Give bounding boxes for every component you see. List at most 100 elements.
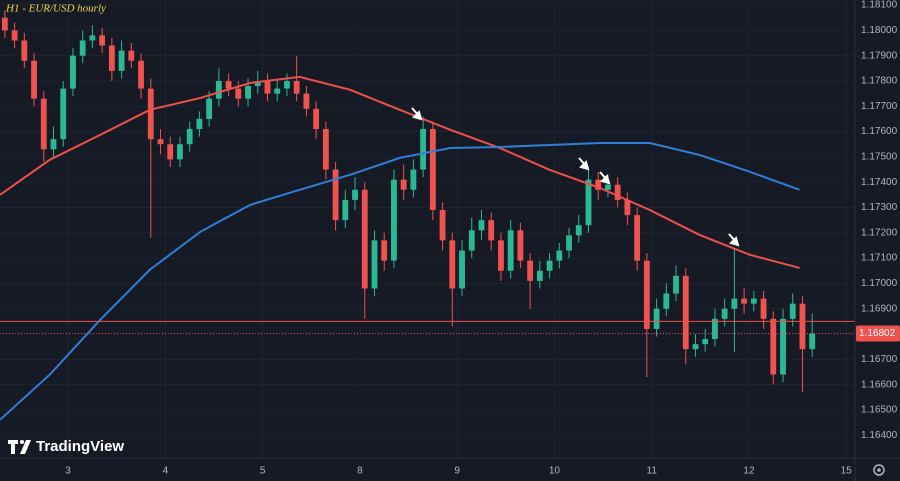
candle-body — [459, 250, 465, 289]
candle-body — [70, 55, 76, 89]
candle-body — [712, 318, 718, 340]
y-tick-label: 1.18000 — [861, 25, 898, 36]
candle-body — [663, 293, 670, 309]
candle-body — [108, 45, 115, 71]
candle-body — [488, 220, 495, 241]
candle-body — [575, 225, 582, 236]
candle-body — [789, 303, 796, 319]
candle-body — [721, 308, 728, 319]
arrows — [411, 107, 740, 247]
candle-body — [157, 139, 164, 145]
candle-body — [478, 220, 485, 231]
candle-body — [770, 318, 777, 375]
candle-body — [780, 318, 786, 375]
candle-body — [186, 129, 193, 145]
x-tick-label: 15 — [841, 466, 853, 477]
x-tick-label: 5 — [260, 466, 266, 477]
candle-body — [225, 80, 232, 89]
moving-average — [0, 141, 800, 421]
candle-body — [215, 80, 222, 99]
candle-body — [293, 80, 300, 94]
candle-body — [60, 88, 67, 140]
candle-body — [381, 240, 388, 261]
settings-icon[interactable] — [873, 464, 885, 476]
candle-body — [177, 144, 183, 160]
candle-body — [468, 230, 475, 251]
arrow-head — [579, 160, 590, 171]
y-tick-label: 1.18100 — [861, 0, 898, 11]
candle-body — [361, 189, 368, 289]
candle-body — [89, 35, 96, 41]
candle-body — [449, 240, 456, 289]
y-tick-label: 1.17900 — [861, 50, 898, 61]
candle-body — [750, 298, 757, 304]
candle-body — [391, 179, 397, 261]
y-tick-label: 1.16500 — [861, 405, 898, 416]
settings-core[interactable] — [877, 468, 881, 472]
candle-body — [79, 40, 86, 56]
y-tick-label: 1.17300 — [861, 202, 898, 213]
candle-body — [809, 333, 816, 350]
candle-body — [245, 86, 251, 99]
candle-body — [254, 80, 261, 87]
candle-body — [585, 179, 592, 226]
x-tick-label: 11 — [647, 466, 658, 477]
x-tick-label: 12 — [743, 466, 755, 477]
y-tick-label: 1.17200 — [861, 227, 898, 238]
candle-body — [760, 298, 767, 319]
candle-body — [31, 60, 37, 99]
candle-body — [303, 93, 310, 109]
candle-body — [566, 235, 572, 251]
candle-body — [332, 169, 339, 221]
y-tick-label: 1.17500 — [861, 152, 898, 163]
candle-body — [673, 275, 679, 294]
y-tick-label: 1.17800 — [861, 76, 898, 87]
candle-body — [50, 139, 57, 150]
x-tick-label: 4 — [163, 466, 169, 477]
candle-body — [274, 88, 281, 94]
last-price-label: 1.16802 — [859, 328, 896, 339]
candle-body — [40, 98, 47, 150]
candle-body — [21, 40, 28, 61]
candle-body — [371, 240, 378, 289]
candle-body — [167, 144, 174, 160]
x-tick-label: 9 — [454, 466, 460, 477]
y-tick-label: 1.17400 — [861, 177, 898, 188]
candle-body — [410, 169, 417, 190]
x-tick-label: 8 — [357, 466, 363, 477]
y-tick-label: 1.17100 — [861, 253, 898, 264]
settings-ring[interactable] — [873, 464, 885, 476]
candle-body — [682, 275, 689, 350]
moving-average — [0, 75, 800, 269]
candle-body — [342, 199, 349, 221]
candle-body — [118, 50, 125, 71]
candle-body — [284, 80, 290, 89]
arrow-head — [412, 110, 423, 121]
candle-body — [206, 98, 213, 119]
candle-body — [536, 270, 543, 281]
y-tick-label: 1.17700 — [861, 101, 898, 112]
candle-body — [420, 129, 427, 170]
candle-body — [605, 184, 611, 190]
candle-body — [624, 199, 631, 216]
grid — [0, 0, 855, 458]
candle-body — [235, 88, 242, 99]
candle-body — [731, 298, 738, 309]
plot — [0, 10, 855, 421]
candle-body — [614, 184, 621, 200]
y-tick-label: 1.16400 — [861, 430, 898, 441]
candle-body — [99, 35, 106, 46]
candle-body — [595, 179, 602, 190]
x-tick-label: 3 — [65, 466, 71, 477]
candle-body — [352, 189, 358, 200]
y-tick-label: 1.16700 — [861, 354, 898, 365]
brand: TradingView — [36, 438, 124, 455]
y-tick-label: 1.16600 — [861, 379, 898, 390]
candle-body — [400, 179, 407, 190]
candle-body — [741, 298, 748, 304]
logo-icon — [8, 440, 31, 454]
arrow-head — [729, 236, 740, 247]
candle-body — [128, 50, 135, 61]
candle-body — [138, 60, 144, 89]
